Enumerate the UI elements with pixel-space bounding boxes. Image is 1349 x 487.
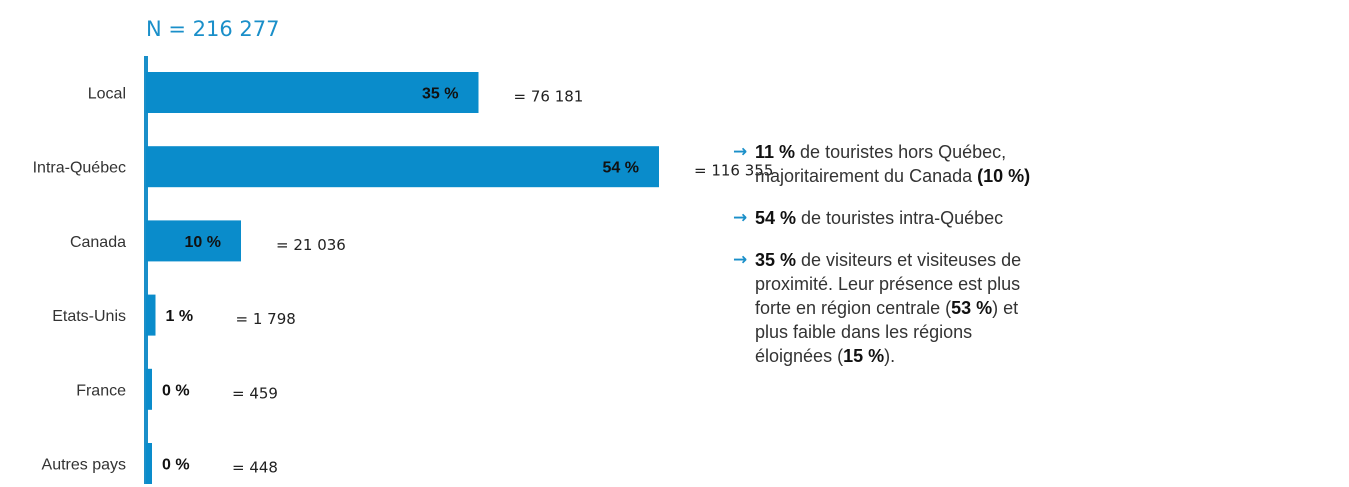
value-label-france: 0 % [162,382,190,399]
category-label-etats-unis: Etats-Unis [52,308,126,325]
category-label-canada: Canada [70,234,126,251]
count-label-intra-qu-bec: = 116 355 [694,162,773,180]
note-3: → 35 % de visiteurs et visiteuses de prox… [733,248,1333,368]
count-label-autres-pays: = 448 [232,459,278,477]
category-label-local: Local [88,86,126,103]
bar-local [146,72,479,113]
note-2: → 54 % de touristes intra-Québec [733,206,1333,230]
count-label-etats-unis: = 1 798 [236,310,296,328]
note-text: 35 % de visiteurs et visiteuses de proxi… [755,248,1045,368]
count-label-france: = 459 [232,384,278,402]
note-highlight: 53 % [951,298,993,318]
note-highlight: 54 % [755,208,797,228]
category-label-autres-pays: Autres pays [42,457,126,474]
note-fragment: de touristes intra-Québec [796,208,1004,228]
chart-marks: Local 35 % = 76 181 Intra-Québec 54 % = 116 3… [33,72,773,484]
value-label-intra-qu-bec: 54 % [603,160,639,177]
bar-intra-qu-bec [146,146,659,188]
arrow-right-icon: → [733,208,748,228]
note-1: → 11 % de touristes hors Québec, majorita… [733,140,1333,188]
bar-canada [146,220,241,262]
note-text: 11 % de touristes hors Québec, majoritai… [755,140,1045,188]
bar-france [146,368,152,410]
value-label-autres-pays: 0 % [162,457,190,474]
key-findings-list: → 11 % de touristes hors Québec, majorita… [733,140,1333,386]
bar-autres-pays [146,443,152,484]
note-fragment: ). [884,346,896,366]
note-highlight: 35 % [755,250,797,270]
arrow-right-icon: → [733,250,748,270]
note-highlight: 11 % [755,142,796,162]
note-highlight: (10 %) [977,166,1031,186]
note-fragment: ) et plus faible dans les régions éloign… [755,298,1019,366]
bar-etats-unis [146,294,156,336]
value-label-local: 35 % [422,86,458,103]
value-label-canada: 10 % [185,234,221,251]
note-highlight: 15 % [843,346,885,366]
category-label-france: France [76,382,126,399]
note-text: 54 % de touristes intra-Québec [755,206,1003,230]
category-label-intra-qu-bec: Intra-Québec [33,160,126,177]
count-label-local: = 76 181 [514,88,584,106]
arrow-right-icon: → [733,142,748,162]
value-label-etats-unis: 1 % [166,308,194,325]
count-label-canada: = 21 036 [276,236,346,254]
note-fragment: de visiteurs et visiteuses de proximité.… [755,250,1022,318]
chart-title: N = 216 277 [146,17,280,41]
note-fragment: de touristes hors Québec, majoritairemen… [755,142,1007,186]
